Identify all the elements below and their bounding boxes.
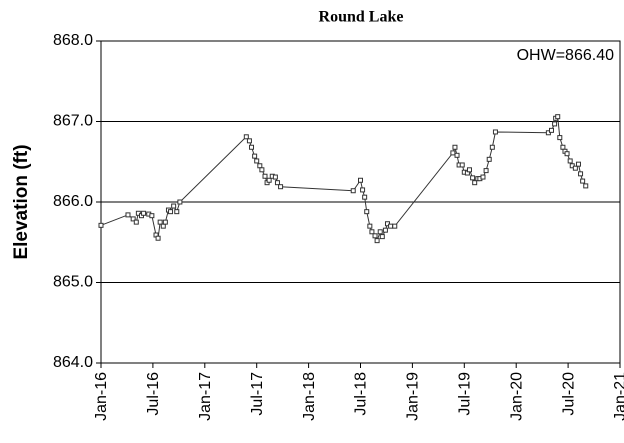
marker — [557, 135, 563, 141]
chart-title: Round Lake — [319, 9, 404, 26]
y-tick-label: 865.0 — [53, 274, 93, 291]
x-tick-label: Jul-18 — [353, 372, 370, 416]
marker — [262, 173, 268, 179]
marker — [578, 171, 584, 177]
x-tick-label: Jan-17 — [197, 372, 214, 421]
marker — [168, 209, 174, 215]
marker — [367, 223, 373, 229]
marker — [555, 114, 561, 120]
annotation: OHW=866.40 — [517, 47, 614, 64]
marker — [486, 156, 492, 162]
marker — [125, 212, 131, 218]
marker — [392, 223, 398, 229]
marker — [388, 223, 394, 229]
marker — [483, 168, 489, 174]
marker — [149, 213, 155, 219]
y-tick-label: 867.0 — [53, 113, 93, 130]
marker — [489, 144, 495, 150]
marker — [177, 199, 183, 205]
marker — [575, 161, 581, 167]
marker — [362, 194, 368, 200]
marker — [377, 229, 383, 235]
marker — [254, 158, 260, 164]
marker — [379, 234, 385, 240]
marker — [257, 163, 263, 169]
marker — [141, 210, 147, 216]
marker — [278, 184, 284, 190]
marker — [454, 152, 460, 158]
x-tick-label: Jul-20 — [560, 372, 577, 416]
marker — [160, 223, 166, 229]
marker — [252, 153, 258, 159]
marker — [452, 144, 458, 150]
marker — [548, 127, 554, 133]
marker — [360, 187, 366, 193]
marker — [572, 165, 578, 171]
series-line — [100, 115, 587, 243]
x-tick-label: Jul-16 — [145, 372, 162, 416]
marker — [358, 177, 363, 183]
marker — [583, 183, 589, 189]
marker — [580, 178, 586, 184]
marker — [266, 177, 272, 183]
marker — [243, 134, 249, 140]
y-axis-label: Elevation (ft) — [11, 144, 32, 259]
marker — [492, 129, 498, 135]
marker — [372, 233, 378, 239]
y-tick-label: 868.0 — [53, 32, 93, 49]
marker — [274, 180, 280, 186]
x-tick-label: Jul-17 — [249, 372, 266, 416]
marker — [567, 158, 573, 164]
marker — [480, 174, 486, 180]
x-tick-label: Jan-21 — [612, 372, 624, 421]
marker — [450, 150, 456, 156]
x-tick-label: Jan-16 — [93, 372, 110, 421]
x-tick-label: Jan-19 — [405, 372, 422, 421]
marker — [272, 174, 278, 180]
marker — [98, 222, 104, 228]
marker — [130, 216, 136, 222]
marker — [350, 188, 356, 194]
marker — [259, 167, 265, 173]
marker — [552, 121, 558, 127]
marker — [466, 167, 472, 173]
marker — [157, 219, 163, 225]
marker — [364, 209, 370, 215]
marker — [472, 180, 478, 186]
x-tick-label: Jan-20 — [508, 372, 525, 421]
marker — [155, 235, 161, 241]
x-tick-label: Jan-18 — [301, 372, 318, 421]
marker — [246, 138, 252, 144]
marker — [564, 151, 570, 157]
y-tick-label: 864.0 — [53, 354, 93, 371]
marker — [459, 162, 465, 168]
marker — [162, 219, 168, 225]
x-tick-label: Jul-19 — [457, 372, 474, 416]
marker — [133, 219, 139, 225]
plot-frame — [100, 40, 621, 364]
marker — [374, 238, 380, 244]
marker — [382, 227, 388, 233]
marker — [249, 144, 255, 150]
marker — [174, 209, 180, 215]
marker — [171, 203, 177, 209]
marker — [470, 175, 476, 181]
y-tick-label: 866.0 — [53, 193, 93, 210]
marker — [369, 229, 375, 235]
marker — [560, 144, 566, 150]
